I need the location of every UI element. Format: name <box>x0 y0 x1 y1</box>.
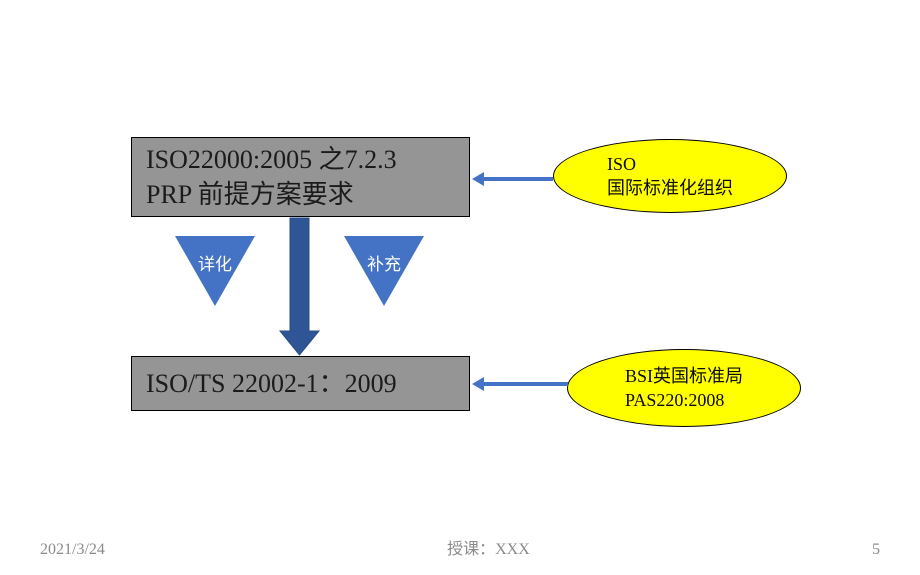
triangle-supplement: 补充 <box>344 236 424 306</box>
ellipse-iso-org: ISO 国际标准化组织 <box>553 139 787 213</box>
slide-footer: 2021/3/24 授课：XXX 5 <box>0 535 920 559</box>
arrow-to-box-top-icon <box>472 172 553 186</box>
box-iso22000-line2: PRP 前提方案要求 <box>146 177 455 212</box>
ellipse-iso-line1: ISO <box>607 152 733 176</box>
footer-page: 5 <box>872 541 880 559</box>
slide-canvas: ISO22000:2005 之7.2.3 PRP 前提方案要求 ISO/TS 2… <box>0 0 920 575</box>
ellipse-iso-line2: 国际标准化组织 <box>607 176 733 200</box>
box-iso22000: ISO22000:2005 之7.2.3 PRP 前提方案要求 <box>131 137 470 217</box>
ellipse-bsi-line1: BSI英国标准局 <box>625 364 743 388</box>
triangle-detail-label: 详化 <box>175 250 255 275</box>
box-isots22002-line1: ISO/TS 22002-1：2009 <box>146 366 455 401</box>
box-iso22000-line1: ISO22000:2005 之7.2.3 <box>146 142 455 177</box>
triangle-detail: 详化 <box>175 236 255 306</box>
ellipse-bsi: BSI英国标准局 PAS220:2008 <box>567 349 801 427</box>
triangle-supplement-label: 补充 <box>344 250 424 275</box>
footer-center: 授课：XXX <box>447 535 530 559</box>
footer-date: 2021/3/24 <box>40 541 105 559</box>
box-isots22002: ISO/TS 22002-1：2009 <box>131 356 470 411</box>
ellipse-bsi-line2: PAS220:2008 <box>625 388 743 412</box>
arrow-to-box-bottom-icon <box>472 377 568 391</box>
arrows-layer <box>0 0 920 575</box>
arrow-down-icon <box>280 218 319 355</box>
